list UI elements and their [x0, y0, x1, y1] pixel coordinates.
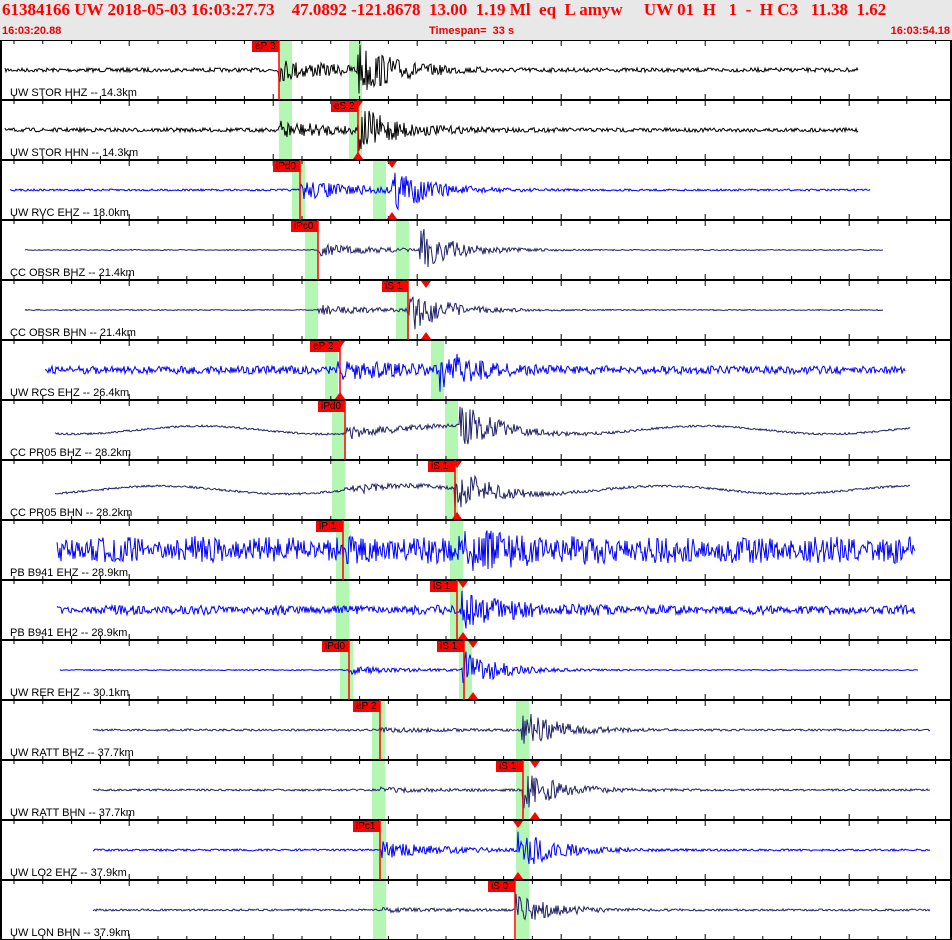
- pick-window: [450, 520, 463, 580]
- channel-label: UW STOR HHZ -- 14.3km: [10, 87, 137, 99]
- pick-window: [516, 820, 529, 880]
- pick-window: [373, 160, 386, 220]
- pick-window: [332, 460, 345, 520]
- pick-label[interactable]: iS 1: [496, 761, 523, 772]
- pick-marker-icon: [458, 581, 468, 588]
- pick-marker-icon: [421, 281, 431, 288]
- channel-label: UW RER EHZ -- 30.1km: [10, 687, 130, 699]
- pick-label[interactable]: iS 0: [488, 881, 515, 892]
- channel-label: UW RATT BHZ -- 37.7km: [10, 747, 134, 759]
- pick-marker-icon: [530, 761, 540, 768]
- pick-window: [459, 640, 472, 700]
- pick-window: [396, 220, 409, 280]
- pick-label[interactable]: iPd0: [273, 161, 300, 172]
- pick-window: [332, 400, 345, 460]
- pick-marker-icon: [387, 212, 397, 219]
- pick-marker-icon: [353, 152, 363, 159]
- pick-label[interactable]: iS 1: [430, 581, 457, 592]
- end-time: 16:03:54.18: [890, 25, 950, 37]
- waveform-trace: [92, 775, 931, 809]
- waveform-trace: [92, 831, 931, 865]
- pick-marker-icon: [468, 641, 478, 648]
- event-header: 61384166 UW 2018-05-03 16:03:27.73 47.08…: [0, 0, 952, 40]
- channel-label: UW STOR HHN -- 14.3km: [10, 147, 139, 159]
- waveform-trace: [92, 713, 931, 744]
- waveform-trace: [44, 353, 906, 392]
- event-summary: 61384166 UW 2018-05-03 16:03:27.73 47.08…: [2, 0, 887, 19]
- waveform-trace: [56, 530, 916, 571]
- pick-marker-icon: [458, 632, 468, 639]
- pick-marker-icon: [387, 161, 397, 168]
- waveform-trace: [4, 44, 859, 94]
- waveform-panel[interactable]: eP 3 UW STOR HHZ -- 14.3km eS 2 UW STOR HHN…: [0, 40, 952, 940]
- pick-marker-icon: [452, 512, 462, 519]
- pick-marker-icon: [513, 821, 523, 828]
- pick-window: [431, 340, 444, 400]
- pick-label[interactable]: iS 1: [382, 281, 408, 292]
- pick-label[interactable]: eP 2: [310, 341, 340, 352]
- pick-marker-icon: [335, 392, 345, 399]
- pick-marker-icon: [530, 812, 540, 819]
- pick-marker-icon: [513, 872, 523, 879]
- pick-marker-icon: [421, 332, 431, 339]
- channel-label: UW RVC EHZ -- 18.0km: [10, 207, 129, 219]
- pick-label[interactable]: eP 2: [353, 701, 380, 712]
- pick-label[interactable]: iPd0: [318, 401, 345, 412]
- channel-label: PB B941 EHZ -- 28.9km: [10, 567, 128, 579]
- pick-window: [516, 880, 529, 940]
- pick-label[interactable]: eS 2: [331, 101, 358, 112]
- channel-label: UW RATT BHN -- 37.7km: [10, 807, 135, 819]
- pick-marker-icon: [468, 692, 478, 699]
- waveform-trace: [4, 110, 859, 151]
- pick-window: [279, 40, 292, 100]
- pick-label[interactable]: iP 1: [316, 521, 343, 532]
- waveform-trace: [24, 296, 884, 330]
- channel-label: CC OBSR BHN -- 21.4km: [10, 327, 136, 339]
- waveform-trace: [54, 406, 911, 445]
- pick-label[interactable]: iS 1: [437, 641, 464, 652]
- channel-label: CC PR05 BHN -- 28.2km: [10, 507, 133, 519]
- pick-label[interactable]: iS 1: [428, 461, 455, 472]
- channel-label: UW LON BHN -- 37.9km: [10, 927, 130, 939]
- pick-window: [279, 100, 292, 160]
- waveform-trace: [54, 474, 911, 509]
- timespan: Timespan= 33 s: [429, 25, 515, 37]
- channel-label: CC OBSR BHZ -- 21.4km: [10, 267, 135, 279]
- seismogram-canvas: [0, 40, 952, 940]
- channel-label: UW LO2 EHZ -- 37.9km: [10, 867, 127, 879]
- pick-label[interactable]: eP 3: [252, 41, 279, 52]
- pick-window: [445, 400, 458, 460]
- channel-label: UW RCS EHZ -- 26.4km: [10, 387, 130, 399]
- waveform-trace: [9, 172, 871, 211]
- channel-label: CC PR05 BHZ -- 28.2km: [10, 447, 132, 459]
- waveform-trace: [59, 651, 919, 684]
- pick-label[interactable]: iPc1: [353, 821, 380, 832]
- waveform-trace: [56, 590, 916, 629]
- start-time: 16:03:20.88: [2, 25, 62, 37]
- pick-label[interactable]: iPd0: [322, 641, 349, 652]
- channel-label: PB B941 EH2 -- 28.9km: [10, 627, 128, 639]
- waveform-trace: [24, 228, 884, 268]
- pick-label[interactable]: iPc0: [291, 221, 318, 232]
- waveform-trace: [92, 893, 931, 921]
